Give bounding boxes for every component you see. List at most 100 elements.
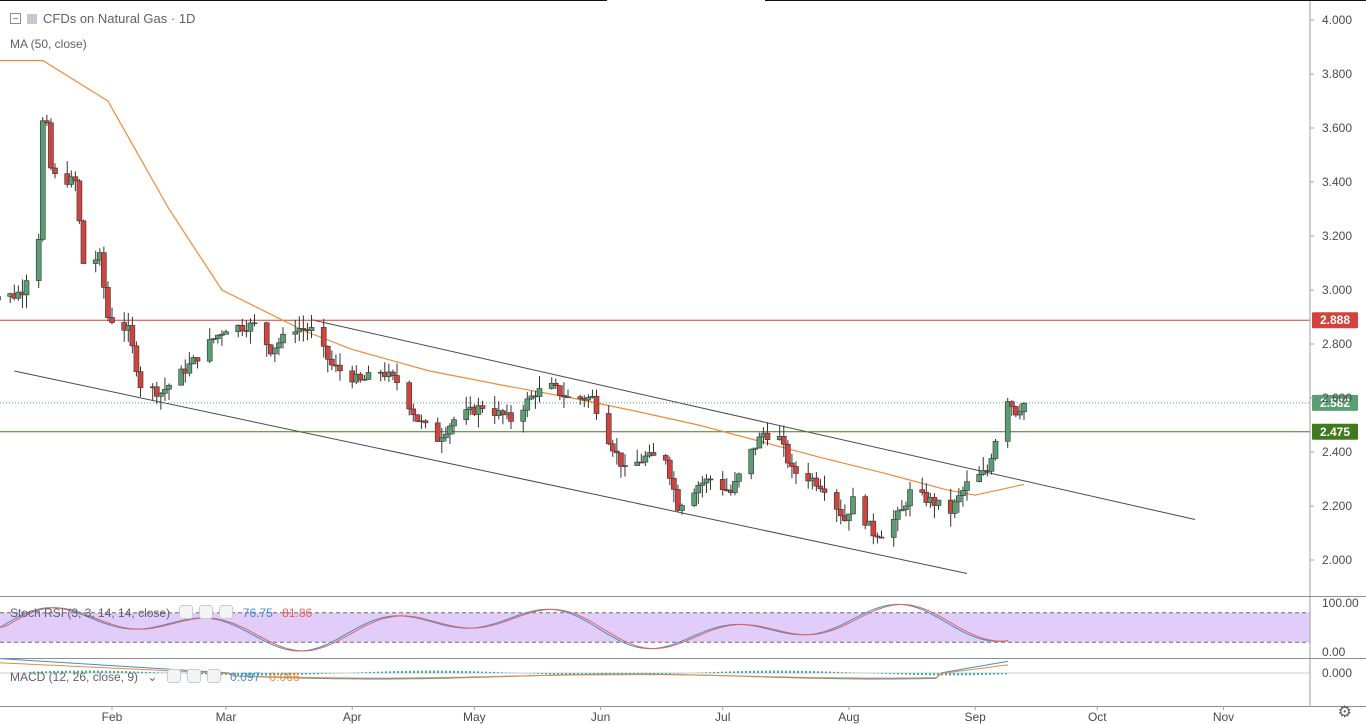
macd-histogram-bar <box>665 673 667 675</box>
candle-body <box>988 458 995 472</box>
candle-body <box>524 398 531 411</box>
price-tick-label: 3.000 <box>1322 283 1352 297</box>
settings-toggle-icon[interactable] <box>186 669 201 683</box>
macd-histogram-bar <box>37 671 39 673</box>
stoch-rsi-label: Stoch RSI (3, 3, 14, 14, close) <box>10 606 171 620</box>
macd-legend[interactable]: MACD (12, 26, close, 9) ⌄ 0.097 0.066 <box>10 669 300 684</box>
candle-body <box>337 364 343 372</box>
macd-histogram-bar <box>137 671 139 673</box>
candle-body <box>748 448 755 475</box>
candle-body <box>320 327 327 347</box>
candle-body <box>109 317 115 323</box>
close-toggle-icon[interactable] <box>219 605 234 619</box>
macd-histogram-bar <box>761 670 763 673</box>
ma-legend[interactable]: MA (50, close) <box>10 37 87 51</box>
macd-histogram-bar <box>717 671 719 673</box>
candle-body <box>479 405 486 409</box>
macd-histogram-bar <box>705 672 707 673</box>
candle-body <box>361 379 368 381</box>
macd-histogram-bar <box>757 670 759 673</box>
candle-body <box>618 452 624 467</box>
candle-body <box>133 345 140 372</box>
chevron-down-icon[interactable]: ⌄ <box>147 670 158 684</box>
macd-histogram-bar <box>741 671 743 673</box>
macd-histogram-bar <box>385 671 387 673</box>
macd-histogram-bar <box>253 673 255 676</box>
macd-histogram-bar <box>833 671 835 673</box>
candle-body <box>329 358 335 366</box>
candle-body <box>292 331 299 335</box>
candle-body <box>166 384 172 390</box>
macd-histogram-bar <box>277 673 279 676</box>
stoch-band <box>0 612 1310 643</box>
macd-histogram-bar <box>317 673 319 675</box>
stoch-axis-label: 0.00 <box>1322 645 1346 659</box>
macd-histogram-bar <box>449 670 451 673</box>
channel-lower[interactable] <box>14 370 968 574</box>
macd-histogram-bar <box>749 670 751 673</box>
candle-body <box>956 495 962 503</box>
visibility-toggle-icon[interactable] <box>166 669 181 683</box>
candle-body <box>536 388 543 397</box>
candle-body <box>695 485 702 494</box>
candle-body <box>251 322 258 325</box>
candle-body <box>899 509 905 512</box>
macd-histogram-bar <box>201 673 203 675</box>
macd-histogram-bar <box>661 673 663 675</box>
last-price-line-tag <box>1312 394 1358 411</box>
macd-histogram-bar <box>893 673 895 675</box>
macd-histogram-bar <box>965 673 967 676</box>
visibility-toggle-icon[interactable] <box>179 605 194 619</box>
macd-histogram-bar <box>913 673 915 675</box>
macd-histogram-bar <box>909 673 911 675</box>
macd-histogram-bar <box>89 670 91 673</box>
candle-body <box>935 499 942 506</box>
macd-histogram-bar <box>117 670 119 673</box>
candle-body <box>414 414 421 422</box>
collapse-box-icon[interactable] <box>10 13 21 24</box>
macd-histogram-bar <box>989 673 991 675</box>
horizontal-levels: 2.888 2.582 2.475 <box>0 312 1358 440</box>
symbol-square-icon <box>27 14 37 24</box>
macd-histogram-bar <box>485 671 487 673</box>
macd-histogram-bar <box>29 671 31 673</box>
stoch-k-value: 76.75 <box>242 606 273 620</box>
macd-histogram-bar <box>45 671 47 673</box>
macd-histogram-bar <box>461 670 463 673</box>
candle-body <box>605 413 612 445</box>
macd-histogram-bar <box>709 672 711 673</box>
macd-histogram-bar <box>249 673 251 676</box>
macd-histogram-bar <box>809 671 811 673</box>
candles <box>0 114 1027 547</box>
time-tick-label: Nov <box>1213 710 1234 724</box>
macd-histogram-bar <box>445 670 447 673</box>
stoch-rsi-legend[interactable]: Stoch RSI (3, 3, 14, 14, close) 76.75 81… <box>10 605 312 620</box>
close-toggle-icon[interactable] <box>206 669 221 683</box>
settings-toggle-icon[interactable] <box>199 605 214 619</box>
macd-histogram-bar <box>357 672 359 673</box>
candle-body <box>703 478 710 484</box>
candle-body <box>833 492 840 510</box>
gear-icon[interactable]: ⚙ <box>1337 704 1352 721</box>
macd-histogram-bar <box>793 670 795 673</box>
macd-histogram-bar <box>409 670 411 673</box>
channel-upper[interactable] <box>311 319 1196 520</box>
time-tick-label: Apr <box>343 710 362 724</box>
macd-histogram-bar <box>565 673 567 675</box>
candle-body <box>976 473 983 482</box>
macd-histogram-bar <box>113 670 115 673</box>
candle-body <box>821 488 828 493</box>
candle-body <box>162 388 168 394</box>
candle-body <box>642 455 649 463</box>
macd-histogram-bar <box>361 672 363 673</box>
candle-body <box>394 375 400 383</box>
macd-histogram-bar <box>233 673 235 676</box>
macd-histogram-bar <box>561 673 563 675</box>
candle-body <box>129 325 136 347</box>
macd-histogram-bar <box>753 670 755 673</box>
macd-histogram-bar <box>737 671 739 673</box>
macd-histogram-bar <box>53 671 55 673</box>
candle-body <box>406 382 413 410</box>
candle-body <box>793 466 799 474</box>
